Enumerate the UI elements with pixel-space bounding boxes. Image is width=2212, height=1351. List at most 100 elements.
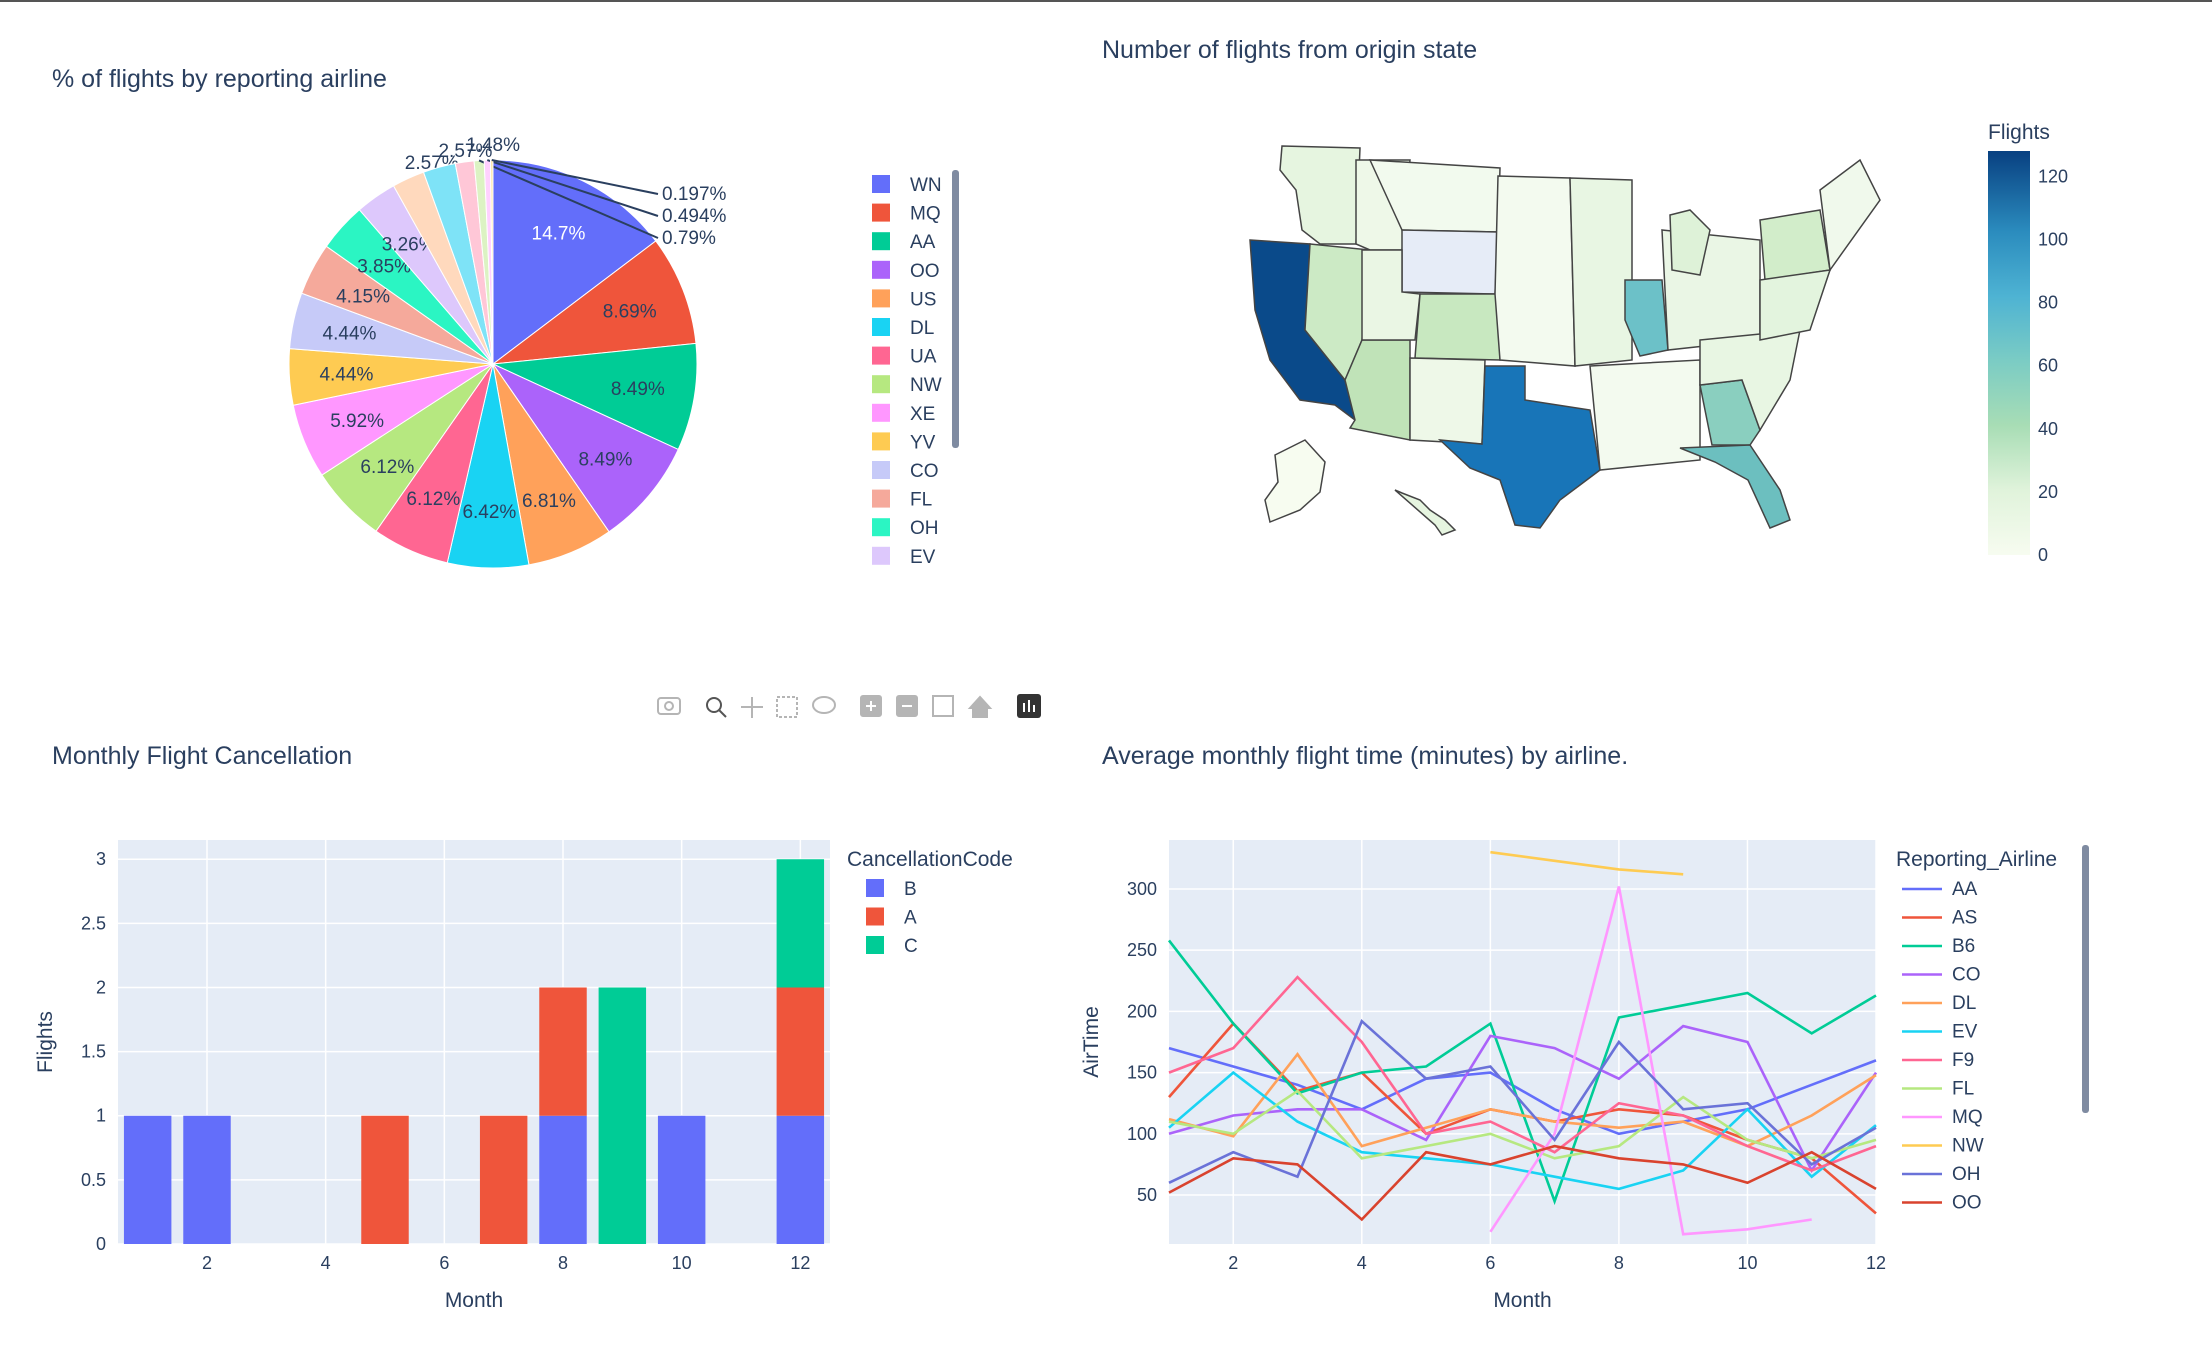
bar-segment-A[interactable] [361,1115,409,1244]
lasso-select-icon[interactable] [812,696,836,714]
pie-slice[interactable] [492,159,657,366]
state-mid-atlantic[interactable] [1759,269,1832,341]
legend-item[interactable]: OH [872,518,939,539]
state-mi[interactable] [1669,209,1711,276]
bar-xtick-label: 12 [790,1253,810,1273]
bar-segment-B[interactable] [123,1115,172,1244]
pan-icon[interactable] [741,697,763,718]
bar-legend-item[interactable]: C [866,936,918,957]
pie-label-leader [491,159,659,195]
plotly-logo-icon[interactable] [1017,694,1041,718]
legend-item[interactable]: CO [872,461,939,482]
legend-label: EV [910,547,936,568]
bar-segment-B[interactable] [183,1115,231,1244]
pie-slice[interactable] [491,342,698,451]
zoom-icon[interactable] [706,697,727,718]
line-legend-item[interactable]: CO [1902,965,1981,986]
bar-xtick-label: 8 [558,1253,568,1273]
pie-slice[interactable] [491,240,697,365]
line-series-DL[interactable] [1168,1052,1877,1148]
line-legend-item[interactable]: EV [1902,1022,1978,1043]
bar-segment-C[interactable] [598,987,647,1244]
line-legend-item[interactable]: OH [1902,1164,1981,1185]
line-legend-item[interactable]: AS [1902,908,1977,929]
pie-slice-label: 6.42% [462,502,516,523]
line-legend-item[interactable]: DL [1902,993,1976,1014]
colorbar-title: Flights [1988,121,2050,144]
state-midwest-west[interactable] [1569,177,1633,367]
state-co[interactable] [1414,293,1501,361]
bar-segment-B[interactable] [776,1115,825,1244]
line-legend-item[interactable]: B6 [1902,936,1975,957]
legend-swatch [872,403,890,422]
legend-item[interactable]: US [872,289,936,310]
legend-label: DL [910,318,934,339]
state-il[interactable] [1624,279,1669,357]
line-series-B6[interactable] [1167,939,1877,1206]
state-nm[interactable] [1409,357,1486,445]
line-y-axis-title: AirTime [1080,1006,1103,1078]
line-series-F9[interactable] [1168,975,1877,1172]
line-legend-scrollbar[interactable] [2082,845,2089,1113]
legend-label: MQ [910,204,941,225]
legend-item[interactable]: OO [872,260,940,282]
legend-item[interactable]: NW [872,375,942,396]
state-wy[interactable] [1401,229,1499,295]
state-south-central[interactable] [1589,359,1701,471]
state-ny[interactable] [1759,209,1831,281]
pie-slice-label: 8.49% [578,450,632,471]
autoscale-icon[interactable] [932,695,954,717]
line-series-OO[interactable] [1168,1144,1877,1222]
line-legend-item[interactable]: FL [1902,1079,1974,1100]
state-ak[interactable] [1264,439,1326,524]
line-legend-item[interactable]: AA [1902,879,1978,900]
bar-segment-B[interactable] [657,1115,706,1244]
state-plains[interactable] [1494,175,1576,367]
state-tx[interactable] [1437,365,1601,529]
legend-item[interactable]: YV [872,432,936,453]
legend-label: AS [1952,908,1977,929]
legend-label: UA [910,347,937,368]
legend-item[interactable]: MQ [872,203,941,225]
legend-item[interactable]: EV [872,546,936,568]
bar-legend-item[interactable]: B [866,879,917,900]
zoom-out-icon[interactable] [896,695,918,717]
reset-axes-icon[interactable] [967,695,993,718]
legend-item[interactable]: FL [872,489,932,511]
legend-label: B [904,879,917,900]
state-new-england[interactable] [1819,158,1881,272]
legend-item[interactable]: DL [872,318,934,339]
box-select-icon[interactable] [776,696,798,718]
state-fl[interactable] [1679,444,1791,529]
legend-label: FL [1952,1079,1974,1100]
line-xtick-label: 6 [1485,1253,1495,1273]
bar-legend-item[interactable]: A [866,907,917,929]
legend-item[interactable]: XE [872,403,935,425]
camera-icon[interactable] [657,697,681,715]
line-ytick-label: 250 [1127,940,1157,960]
bar-segment-C[interactable] [776,859,825,988]
legend-item[interactable]: AA [872,232,936,253]
legend-swatch [866,936,884,954]
line-series-NW[interactable] [1490,850,1684,876]
pie-slice[interactable] [491,362,679,533]
line-legend-item[interactable]: NW [1902,1136,1984,1157]
line-series-OH[interactable] [1168,1019,1877,1184]
legend-item[interactable]: UA [872,346,937,368]
line-legend-item[interactable]: MQ [1902,1107,1983,1128]
bar-segment-A[interactable] [539,987,587,1116]
line-series-FL[interactable] [1168,1089,1877,1160]
bar-segment-A[interactable] [776,987,825,1116]
legend-item[interactable]: WN [872,175,942,196]
line-series-CO[interactable] [1168,1024,1878,1174]
bar-segment-A[interactable] [479,1115,528,1244]
state-hi[interactable] [1394,489,1457,536]
state-west-low[interactable] [1279,145,1361,245]
line-series-EV[interactable] [1168,1070,1877,1191]
bar-segment-B[interactable] [539,1115,587,1244]
legend-swatch [872,203,890,222]
line-legend-item[interactable]: OO [1902,1193,1982,1214]
pie-legend-scrollbar[interactable] [952,170,959,448]
zoom-in-icon[interactable] [860,695,882,717]
line-legend-item[interactable]: F9 [1902,1050,1974,1071]
